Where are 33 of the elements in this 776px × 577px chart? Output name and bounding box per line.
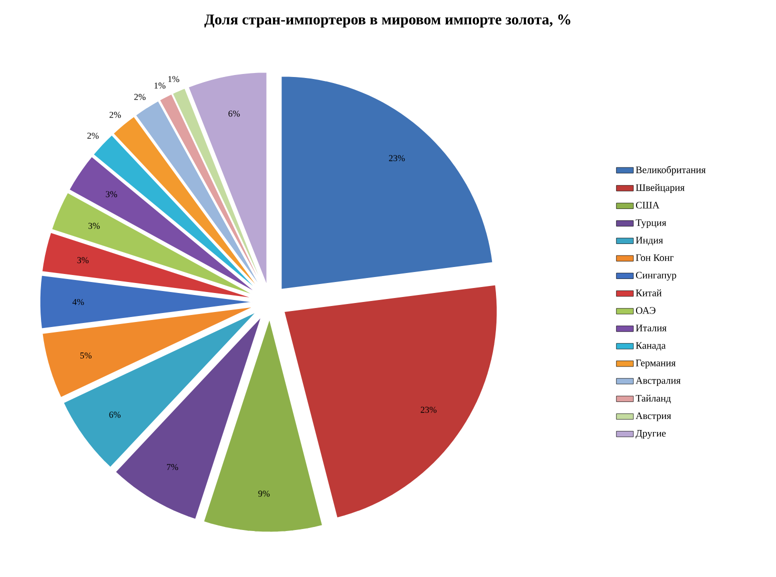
data-label: 23% <box>388 155 405 162</box>
legend-label: Швейцария <box>636 184 685 193</box>
chart-title: Доля стран-импортеров в мировом импорте золота, % <box>204 14 570 28</box>
legend-label: Индия <box>636 236 663 246</box>
data-label: 6% <box>228 110 240 117</box>
data-label: 2% <box>134 94 146 100</box>
data-label: 7% <box>167 464 178 470</box>
data-label: 2% <box>87 132 99 139</box>
legend-label: ОАЭ <box>636 307 656 314</box>
legend-label: Гон Конг <box>636 254 674 261</box>
data-label: 5% <box>80 352 92 359</box>
legend-label: Тайланд <box>636 394 671 404</box>
data-label: 3% <box>77 257 89 264</box>
data-label: 1% <box>168 76 180 82</box>
legend-label: Австрия <box>636 412 672 422</box>
legend-label: Канада <box>636 342 666 351</box>
data-label: 4% <box>72 298 84 306</box>
legend-label: Австралия <box>636 377 681 386</box>
legend-label: США <box>636 202 660 209</box>
data-label: 9% <box>258 490 270 497</box>
legend-label: Другие <box>636 430 666 439</box>
legend-label: Великобритания <box>636 166 706 176</box>
data-label: 23% <box>420 406 437 413</box>
data-label: 6% <box>109 412 121 418</box>
data-label: 2% <box>110 112 121 118</box>
data-label: 1% <box>154 82 166 89</box>
data-label: 3% <box>106 191 118 198</box>
legend-label: Германия <box>636 360 676 368</box>
data-label: 3% <box>88 222 100 229</box>
legend-label: Италия <box>636 324 666 332</box>
legend-label: Китай <box>636 289 662 296</box>
legend-label: Сингапур <box>636 272 676 281</box>
legend-label: Турция <box>636 219 666 228</box>
